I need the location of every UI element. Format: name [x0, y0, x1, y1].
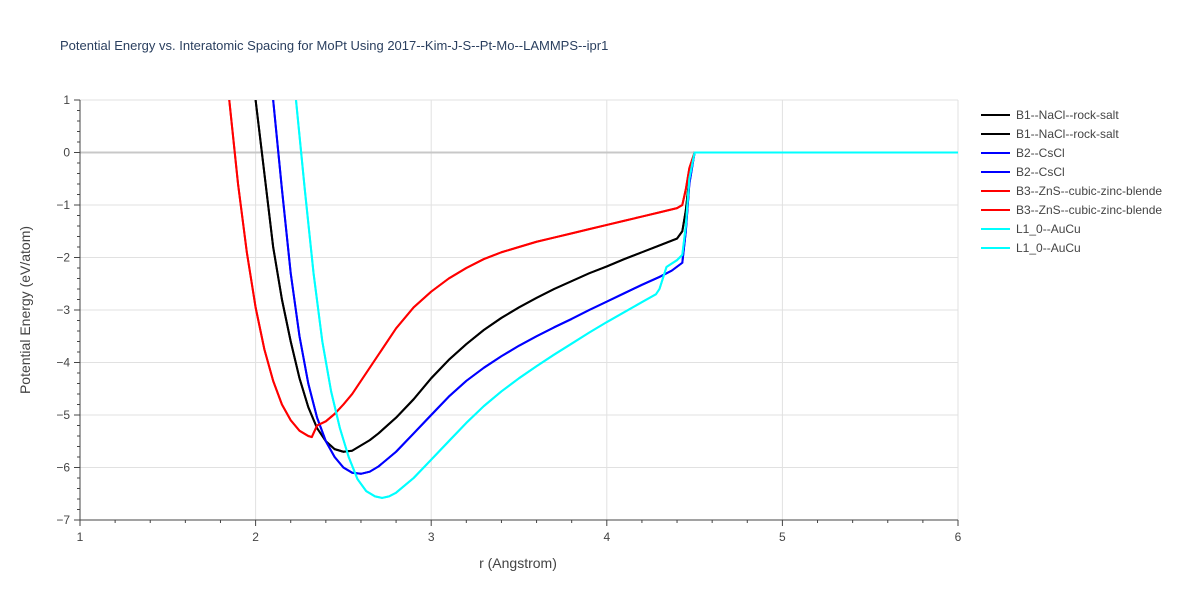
legend-item[interactable]: B2--CsCl	[981, 146, 1065, 160]
grid-lines	[80, 99, 959, 520]
series-line-5[interactable]	[228, 100, 958, 439]
legend-label: L1_0--AuCu	[1016, 241, 1081, 255]
legend-item[interactable]: L1_0--AuCu	[981, 222, 1081, 236]
legend[interactable]: B1--NaCl--rock-salt B1--NaCl--rock-salt B2…	[981, 108, 1162, 255]
series-lines	[228, 100, 958, 499]
series-line-7[interactable]	[294, 100, 958, 499]
y-tick-label: −3	[56, 303, 70, 317]
legend-item[interactable]: B2--CsCl	[981, 165, 1065, 179]
series-line-3[interactable]	[272, 100, 958, 475]
legend-item[interactable]: B3--ZnS--cubic-zinc-blende	[981, 203, 1162, 217]
legend-label: L1_0--AuCu	[1016, 222, 1081, 236]
series-line-1[interactable]	[254, 100, 958, 453]
legend-item[interactable]: L1_0--AuCu	[981, 241, 1081, 255]
legend-label: B2--CsCl	[1016, 165, 1065, 179]
y-tick-label: −4	[56, 356, 70, 370]
x-tick-label: 4	[603, 530, 610, 544]
series-line-4[interactable]	[228, 100, 958, 439]
legend-label: B1--NaCl--rock-salt	[1016, 127, 1119, 141]
y-tick-label: −7	[56, 513, 70, 527]
x-tick-label: 5	[779, 530, 786, 544]
legend-item[interactable]: B3--ZnS--cubic-zinc-blende	[981, 184, 1162, 198]
y-axis-title: Potential Energy (eV/atom)	[17, 226, 33, 394]
y-tick-label: −5	[56, 408, 70, 422]
legend-label: B1--NaCl--rock-salt	[1016, 108, 1119, 122]
y-tick-label: 1	[63, 93, 70, 107]
series-line-6[interactable]	[294, 100, 958, 499]
legend-item[interactable]: B1--NaCl--rock-salt	[981, 108, 1119, 122]
tick-labels: 1 2 3 4 5 6 1 0 −1 −2 −3 −4 −5 −6 −7	[56, 93, 961, 544]
y-tick-label: −6	[56, 461, 70, 475]
legend-item[interactable]: B1--NaCl--rock-salt	[981, 127, 1119, 141]
y-tick-label: 0	[63, 146, 70, 160]
axes	[74, 99, 959, 526]
legend-label: B2--CsCl	[1016, 146, 1065, 160]
series-line-2[interactable]	[272, 100, 958, 475]
y-tick-label: −2	[56, 251, 70, 265]
legend-label: B3--ZnS--cubic-zinc-blende	[1016, 184, 1162, 198]
y-tick-label: −1	[56, 198, 70, 212]
x-tick-label: 3	[428, 530, 435, 544]
x-tick-label: 1	[77, 530, 84, 544]
legend-label: B3--ZnS--cubic-zinc-blende	[1016, 203, 1162, 217]
x-tick-label: 6	[955, 530, 962, 544]
chart-title: Potential Energy vs. Interatomic Spacing…	[60, 38, 609, 53]
x-axis-title: r (Angstrom)	[479, 555, 557, 571]
x-tick-label: 2	[252, 530, 259, 544]
